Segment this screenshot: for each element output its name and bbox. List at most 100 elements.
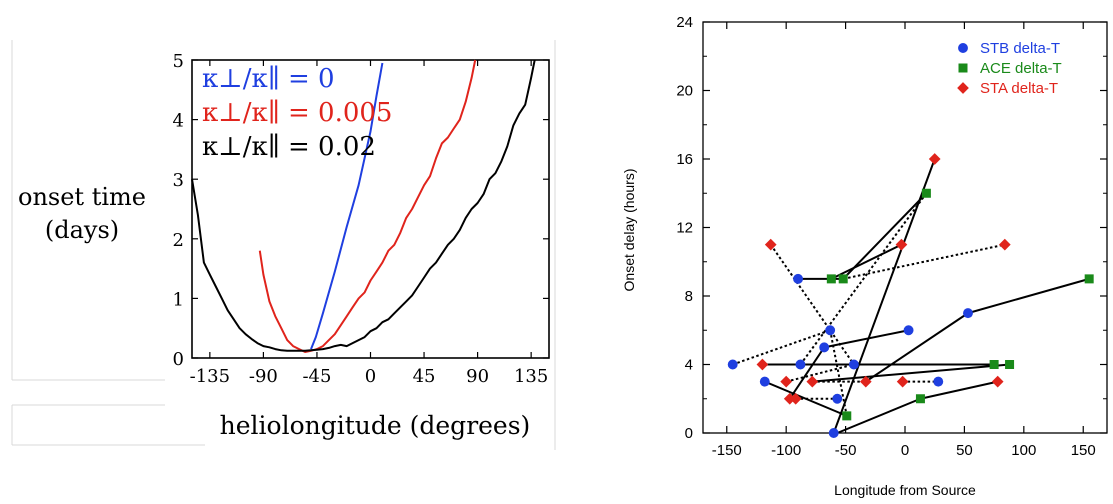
connector-dotted	[785, 363, 855, 383]
x-tick-label: -90	[249, 366, 278, 387]
legend: STB delta-T ACE delta-T STA delta-T	[957, 40, 1062, 97]
data-point-circle	[848, 359, 859, 370]
connector-solid	[865, 312, 969, 383]
x-tick-label: 100	[1011, 442, 1036, 459]
legend-entry: κ⊥/κ∥ = 0.02	[202, 132, 376, 162]
data-point-circle	[759, 376, 770, 387]
x-tick-label: 0	[365, 366, 376, 387]
data-point-diamond	[789, 392, 802, 405]
y-tick-label: 20	[676, 83, 693, 100]
connector-solid	[788, 346, 826, 400]
x-tick-label: -45	[302, 366, 331, 387]
y-axis-label-line2: (days)	[45, 216, 119, 244]
tick-marks	[703, 21, 1107, 434]
data-point-diamond	[780, 375, 793, 388]
legend-entry: κ⊥/κ∥ = 0.005	[202, 98, 392, 128]
y-tick-label: 16	[676, 151, 693, 168]
data-point-square	[1005, 360, 1015, 369]
data-point-diamond	[895, 238, 908, 251]
connector-solid	[920, 380, 998, 400]
y-tick-label: 12	[676, 220, 693, 237]
connector-solid	[836, 397, 921, 434]
series-lines	[191, 59, 536, 353]
legend: κ⊥/κ∥ = 0 κ⊥/κ∥ = 0.005 κ⊥/κ∥ = 0.02	[202, 64, 392, 162]
data-point-square	[989, 360, 999, 369]
y-tick-label: 4	[173, 111, 184, 132]
data-point-square	[1084, 274, 1094, 284]
connector-solid	[812, 363, 1010, 383]
connector-solid	[967, 277, 1090, 315]
y-tick-label: 0	[173, 349, 184, 370]
data-point-circle	[819, 342, 830, 353]
data-point-diamond	[998, 238, 1011, 251]
data-point-circle	[832, 393, 843, 404]
connector-dotted	[769, 244, 855, 366]
x-tick-label: -135	[190, 366, 230, 387]
y-axis-label: Onset delay (hours)	[621, 169, 637, 292]
data-point-diamond	[783, 392, 796, 405]
x-axis-label: Longitude from Source	[834, 482, 976, 498]
legend-label: ACE delta-T	[980, 60, 1062, 77]
data-point-circle	[828, 428, 839, 438]
data-point-square	[958, 63, 968, 73]
connector-solid	[832, 158, 936, 434]
x-tick-label: -150	[712, 442, 742, 459]
x-tick-label: 135	[514, 366, 548, 387]
data-point-diamond	[896, 375, 909, 388]
x-tick-label: 90	[466, 366, 489, 387]
data-point-diamond	[806, 375, 819, 388]
x-tick-label: 45	[413, 366, 436, 387]
y-axis-label-line1: onset time	[18, 183, 146, 211]
x-tick-label: 50	[956, 442, 973, 459]
right-chart: -150 -100 -50 0 50 100 150 0 4 8 12 16 20 24 Longitud…	[621, 14, 1108, 498]
legend-entry: κ⊥/κ∥ = 0	[202, 64, 335, 94]
connector-solid	[830, 243, 902, 280]
connector-solid	[842, 192, 928, 280]
tick-labels: -150 -100 -50 0 50 100 150 0 4 8 12 16 20 24	[676, 14, 1095, 459]
legend-label: STB delta-T	[980, 40, 1060, 57]
data-point-circle	[933, 376, 944, 387]
data-point-diamond	[957, 82, 969, 94]
y-tick-label: 4	[685, 357, 693, 374]
data-points	[727, 153, 1094, 438]
connector-solid	[824, 329, 909, 349]
x-tick-label: 0	[901, 442, 909, 459]
connector-lines	[732, 158, 1090, 434]
series-line-blue	[310, 62, 384, 350]
y-tick-label: 8	[685, 288, 693, 305]
y-tick-label: 3	[173, 170, 184, 191]
y-tick-label: 0	[685, 425, 693, 442]
y-tick-label: 5	[173, 51, 184, 72]
data-point-square	[915, 394, 925, 404]
data-point-circle	[963, 308, 973, 319]
data-point-circle	[958, 43, 968, 53]
data-point-diamond	[928, 153, 941, 165]
connector-solid	[764, 380, 848, 417]
x-tick-label: 150	[1071, 442, 1096, 459]
data-point-diamond	[859, 375, 872, 388]
y-tick-label: 2	[173, 230, 184, 251]
data-point-diamond	[764, 238, 777, 251]
y-tick-label: 24	[676, 14, 693, 31]
data-point-circle	[795, 359, 806, 370]
data-point-square	[826, 274, 836, 284]
legend-label: STA delta-T	[980, 80, 1058, 97]
data-point-circle	[793, 273, 804, 284]
series-line-black	[191, 59, 536, 352]
data-point-diamond	[756, 358, 769, 371]
data-point-circle	[727, 359, 738, 370]
tick-marks	[192, 59, 549, 359]
series-line-red	[258, 59, 477, 353]
y-tick-label: 1	[173, 289, 184, 310]
x-tick-label: -100	[771, 442, 801, 459]
data-point-square	[921, 188, 931, 198]
connector-dotted	[799, 192, 928, 366]
data-point-square	[842, 411, 852, 421]
data-point-circle	[825, 325, 836, 336]
data-point-circle	[903, 325, 914, 336]
connector-dotted	[732, 329, 831, 366]
x-axis-label: heliolongitude (degrees)	[220, 411, 531, 440]
